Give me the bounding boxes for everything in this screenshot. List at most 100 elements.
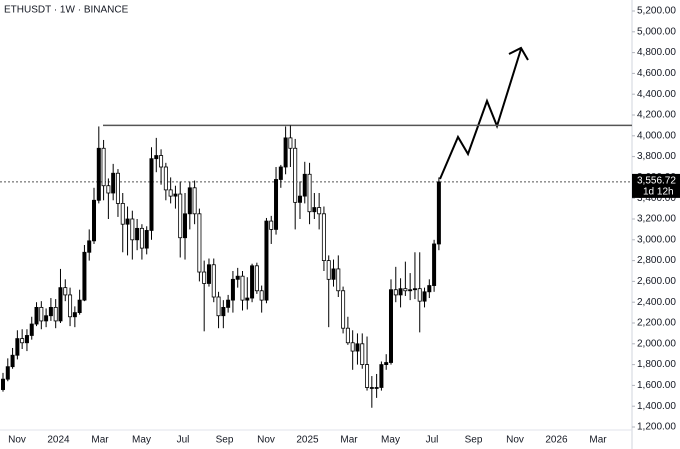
candle-body — [245, 297, 250, 301]
y-tick-label: 4,200.00 — [637, 110, 676, 121]
candle-body — [120, 202, 125, 225]
candle-body — [168, 189, 173, 197]
candle-body — [312, 207, 317, 213]
candle-body — [106, 185, 111, 194]
candle-body — [365, 364, 370, 388]
candle-body — [254, 265, 259, 292]
y-tick-label: 3,000.00 — [637, 234, 676, 245]
candle-body — [183, 213, 188, 239]
candle-body — [53, 306, 58, 322]
candle-body — [211, 264, 216, 298]
x-tick-label: Mar — [589, 435, 607, 446]
candle-body — [149, 158, 154, 231]
candle-body — [192, 187, 197, 215]
candle-body — [274, 179, 279, 230]
candle-body — [341, 290, 346, 329]
candle-body — [384, 362, 389, 365]
candle-body — [159, 155, 164, 168]
candle-body — [101, 147, 106, 187]
candle-body — [39, 306, 44, 322]
candle-body — [398, 288, 403, 296]
candle-body — [317, 207, 322, 215]
candle-body — [326, 260, 331, 280]
projection-path — [439, 48, 522, 180]
y-tick-label: 1,600.00 — [637, 380, 676, 391]
x-tick-label: Nov — [257, 435, 275, 446]
candle-body — [144, 230, 149, 249]
candle-body — [154, 155, 159, 160]
y-tick-label: 4,800.00 — [637, 47, 676, 58]
candle-body — [302, 173, 307, 197]
candle-body — [68, 294, 73, 318]
countdown-label: 1d 12h — [643, 187, 674, 198]
candle-body — [202, 271, 207, 284]
candle-body — [230, 278, 235, 301]
candle-body — [206, 264, 211, 284]
candle-body — [360, 343, 365, 365]
candle-body — [63, 287, 68, 296]
candle-body — [15, 338, 20, 356]
x-tick-label: May — [132, 435, 151, 446]
candle-body — [408, 289, 413, 292]
candle-body — [379, 364, 384, 388]
x-tick-label: 2025 — [296, 435, 319, 446]
x-tick-label: Mar — [91, 435, 109, 446]
candle-body — [187, 187, 192, 215]
candle-body — [250, 265, 255, 299]
y-tick-label: 5,000.00 — [637, 26, 676, 37]
y-tick-label: 1,800.00 — [637, 359, 676, 370]
x-tick-label: Jul — [426, 435, 439, 446]
candle-body — [111, 172, 116, 194]
candle-body — [412, 288, 417, 291]
candle-body — [173, 193, 178, 197]
y-tick-label: 1,400.00 — [637, 401, 676, 412]
candle-body — [269, 220, 274, 230]
chart-title: ETHUSDT · 1W · BINANCE — [4, 5, 129, 16]
candle-body — [125, 218, 130, 225]
candle-body — [374, 387, 379, 389]
candle-body — [96, 147, 101, 201]
candle-body — [48, 306, 53, 317]
y-tick-label: 4,400.00 — [637, 89, 676, 100]
candle-body — [297, 195, 302, 203]
candle-body — [135, 227, 140, 241]
candle-body — [403, 288, 408, 292]
candle-body — [221, 306, 226, 317]
candle-body — [82, 251, 87, 301]
candle-body — [87, 240, 92, 253]
x-tick-label: 2024 — [47, 435, 70, 446]
candle-body — [336, 268, 341, 292]
candle-body — [307, 173, 312, 213]
candle-body — [34, 306, 39, 325]
candle-body — [29, 323, 34, 336]
candle-body — [259, 290, 264, 301]
candle-body — [44, 315, 49, 322]
x-tick-label: Nov — [506, 435, 524, 446]
candle-body — [350, 342, 355, 352]
x-tick-label: Sep — [216, 435, 234, 446]
y-tick-label: 4,000.00 — [637, 130, 676, 141]
candle-body — [422, 291, 427, 302]
candle-body — [58, 287, 63, 322]
y-tick-label: 1,200.00 — [637, 422, 676, 433]
candle-body — [20, 338, 25, 344]
candle-body — [235, 275, 240, 280]
x-tick-label: Jul — [177, 435, 190, 446]
candle-body — [436, 181, 441, 245]
candle-body — [264, 220, 269, 301]
y-tick-label: 3,400.00 — [637, 193, 676, 204]
candle-body — [226, 299, 231, 308]
y-tick-label: 2,200.00 — [637, 318, 676, 329]
candle-body — [393, 289, 398, 296]
x-tick-label: Nov — [8, 435, 26, 446]
candle-body — [72, 312, 77, 318]
y-tick-label: 3,800.00 — [637, 151, 676, 162]
candle-body — [369, 387, 374, 389]
y-tick-label: 3,200.00 — [637, 214, 676, 225]
y-tick-label: 2,800.00 — [637, 255, 676, 266]
candle-body — [321, 213, 326, 262]
candle-body — [240, 275, 245, 301]
y-tick-label: 5,200.00 — [637, 6, 676, 17]
